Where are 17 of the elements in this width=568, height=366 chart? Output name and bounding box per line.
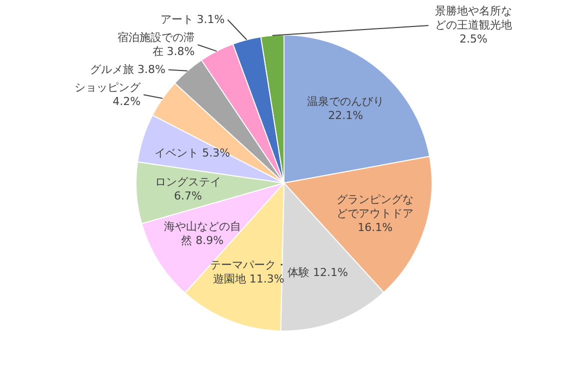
slice-label: アート 3.1% xyxy=(160,12,225,26)
slice-label: 海や山などの自然 8.9% xyxy=(164,220,241,247)
slice-label: ロングステイ xyxy=(155,176,222,188)
slice-label: 景勝地や名所などの王道観光地 xyxy=(434,4,512,32)
slice-label: 体験 12.1% xyxy=(288,266,348,280)
data-label: 4.2% xyxy=(112,94,141,108)
slice-label: グランピングなどでアウトドア xyxy=(336,192,414,220)
data-label: 6.7% xyxy=(174,190,202,202)
slice-label: グルメ旅 3.8% xyxy=(90,62,166,76)
data-label: 16.1% xyxy=(358,220,393,234)
slice-label: 宿泊施設での滞在 3.8% xyxy=(118,30,195,58)
data-label: 22.1% xyxy=(328,109,364,122)
slice-label: ショッピング xyxy=(74,80,142,94)
slice-label: 温泉でのんびり xyxy=(307,95,384,108)
data-label: 2.5% xyxy=(459,32,488,46)
slice-label: テーマパーク・遊園地 11.3% xyxy=(210,258,288,286)
slice-label: イベント 5.3% xyxy=(154,146,230,160)
